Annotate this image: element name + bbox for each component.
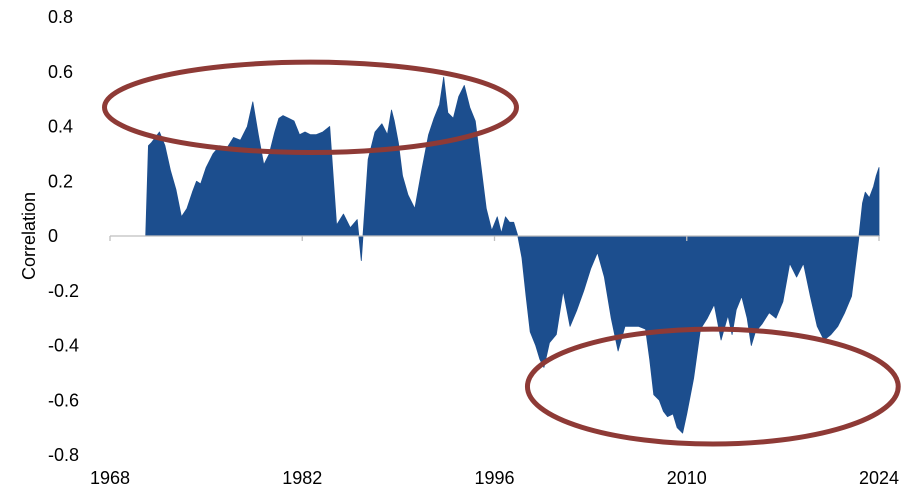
y-tick-label: 0.6 bbox=[48, 62, 73, 82]
x-tick-label: 2010 bbox=[667, 468, 707, 488]
x-tick-label: 2024 bbox=[859, 468, 899, 488]
x-tick-label: 1996 bbox=[474, 468, 514, 488]
y-tick-label: 0.2 bbox=[48, 171, 73, 191]
y-tick-label: 0.8 bbox=[48, 7, 73, 27]
correlation-area-series-0 bbox=[145, 76, 880, 434]
y-tick-label: -0.8 bbox=[48, 445, 79, 465]
y-tick-label: -0.4 bbox=[48, 336, 79, 356]
y-tick-label: -0.6 bbox=[48, 390, 79, 410]
y-tick-label: 0 bbox=[48, 226, 58, 246]
area-series-layer bbox=[145, 76, 880, 434]
highlight-ellipse-1 bbox=[524, 326, 901, 447]
y-tick-labels: 0.8 0.6 0.4 0.2 0 -0.2 -0.4 -0.6 -0.8 bbox=[48, 7, 79, 465]
y-tick-label: -0.2 bbox=[48, 281, 79, 301]
x-tick-labels: 1968 1982 1996 2010 2024 bbox=[90, 468, 899, 488]
y-axis-label: Correlation bbox=[19, 192, 39, 280]
annotation-layer bbox=[102, 59, 901, 447]
y-tick-label: 0.4 bbox=[48, 117, 73, 137]
highlight-ellipse-0 bbox=[102, 59, 519, 156]
x-tick-label: 1982 bbox=[282, 468, 322, 488]
axis-layer bbox=[109, 235, 880, 241]
x-tick-label: 1968 bbox=[90, 468, 130, 488]
